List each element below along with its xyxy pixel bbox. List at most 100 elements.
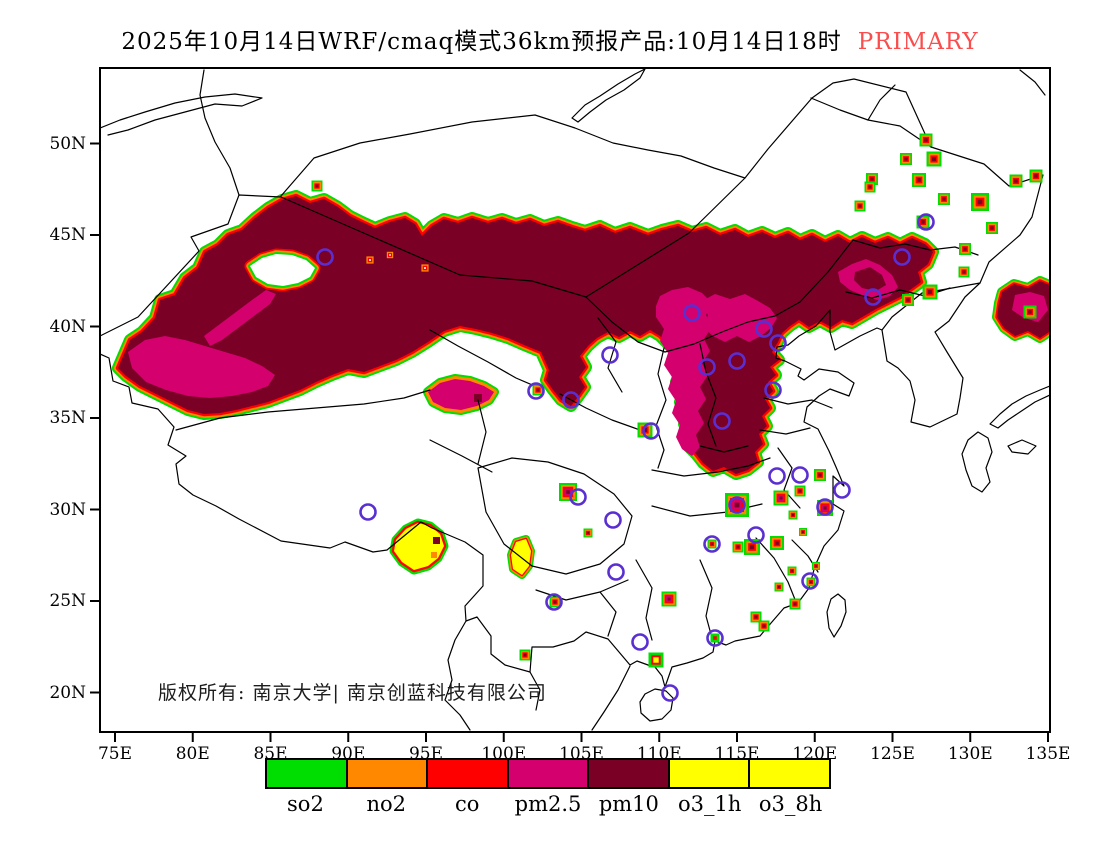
legend-label-co: co [454,792,480,816]
legend-label-pm10: pm10 [598,792,659,816]
city-marker-circle [569,488,587,506]
legend-label-o3_8h: o3_8h [758,792,823,816]
city-spot [790,569,794,573]
city-marker-layer [316,213,935,702]
city-spot [801,530,805,534]
city-marker-circle [706,629,724,647]
city-spot [710,542,714,546]
city-marker-circle [764,381,782,399]
city-spot [586,531,590,535]
city-marker-circle [728,496,746,514]
city-spot [775,541,779,545]
city-marker-circle [545,593,563,611]
city-spot [977,199,983,205]
lat-tick-label: 25N [49,591,86,611]
city-marker-circle [527,382,545,400]
qinghai-pm10-dot [474,394,482,402]
city-spot [566,490,570,494]
city-marker-circle [893,248,911,266]
lon-tick-label: 125E [870,744,915,764]
city-spot [823,506,827,510]
city-spot [793,602,797,606]
lat-tick-label: 50N [49,133,86,154]
city-marker-circle [864,288,882,306]
city-spot [798,489,802,493]
city-marker-circle [661,684,679,702]
pollutant-field-layer [118,196,1049,575]
pm10-field [118,196,933,474]
city-spot [653,657,659,663]
lon-tick-label: 130E [947,744,993,764]
legend-swatch-so2 [265,758,348,789]
lat-tick-label: 20N [49,682,86,703]
city-spot [924,138,928,142]
city-marker-circle [801,572,819,590]
city-marker-circle [316,248,334,266]
city-spot [868,185,872,189]
city-marker-circle [683,304,701,322]
pm25-ncp-strip [656,287,712,456]
lat-tick-label: 35N [49,408,86,428]
pollutant-legend-colorbar [265,758,832,789]
city-spot [754,615,758,619]
city-spot [713,636,717,640]
city-spot [736,545,740,549]
legend-label-pm2.5: pm2.5 [514,792,582,816]
city-spot [858,204,862,208]
tibet-no2-dot [431,552,437,558]
city-marker-circle [703,535,721,553]
lat-tick-label: 30N [49,499,86,520]
city-spot [536,388,540,392]
city-spot [762,624,766,628]
city-spot [814,564,818,568]
legend-swatch-o3_1h [667,758,751,789]
city-marker-circle [768,467,786,485]
city-spot [791,513,795,517]
lon-tick-label: 80E [175,744,210,764]
city-marker-circle [562,391,580,409]
city-spot [553,600,557,604]
city-marker-circle [791,466,809,484]
lat-tick-label: 45N [49,225,86,245]
city-spot-layer [311,133,1043,668]
city-spot [990,226,994,230]
city-spot [523,653,527,657]
city-marker-circle [769,334,787,352]
city-spot [809,580,813,584]
city-marker-circle [755,320,773,338]
city-marker-circle [359,503,377,521]
city-spot [315,184,319,188]
title-primary-tag: PRIMARY [857,29,979,55]
legend-swatch-pm2.5 [506,758,590,789]
city-spot [870,177,874,181]
axis-ticks [90,142,1049,742]
city-spot [643,428,647,432]
city-marker-circle [747,526,765,544]
city-marker-circle [713,412,731,430]
city-spot [906,298,910,302]
city-spot [962,270,966,274]
legend-label-so2: so2 [287,792,324,816]
city-spot [942,197,946,201]
city-spot [963,247,967,251]
pollutant-legend-labels: so2 no2 co pm2.5 pm10 o3_1h o3_8h [265,792,831,816]
boundary-layer [101,69,1049,731]
city-spot [779,496,783,500]
city-spot [369,259,371,261]
city-spot [667,597,671,601]
city-spot [1028,310,1032,314]
city-marker-circle [631,633,649,651]
city-spot [928,290,932,294]
map-frame [99,67,1051,733]
legend-swatch-o3_8h [748,758,832,789]
lon-tick-label: 75E [97,744,133,764]
city-spot [932,157,936,161]
city-marker-circle [728,352,746,370]
legend-label-o3_1h: o3_1h [678,792,742,816]
city-spot [424,267,426,269]
city-spot [734,502,740,508]
city-marker-circle [816,498,834,516]
copyright-text: 版权所有: 南京大学| 南京创蓝科技有限公司 [158,682,547,704]
